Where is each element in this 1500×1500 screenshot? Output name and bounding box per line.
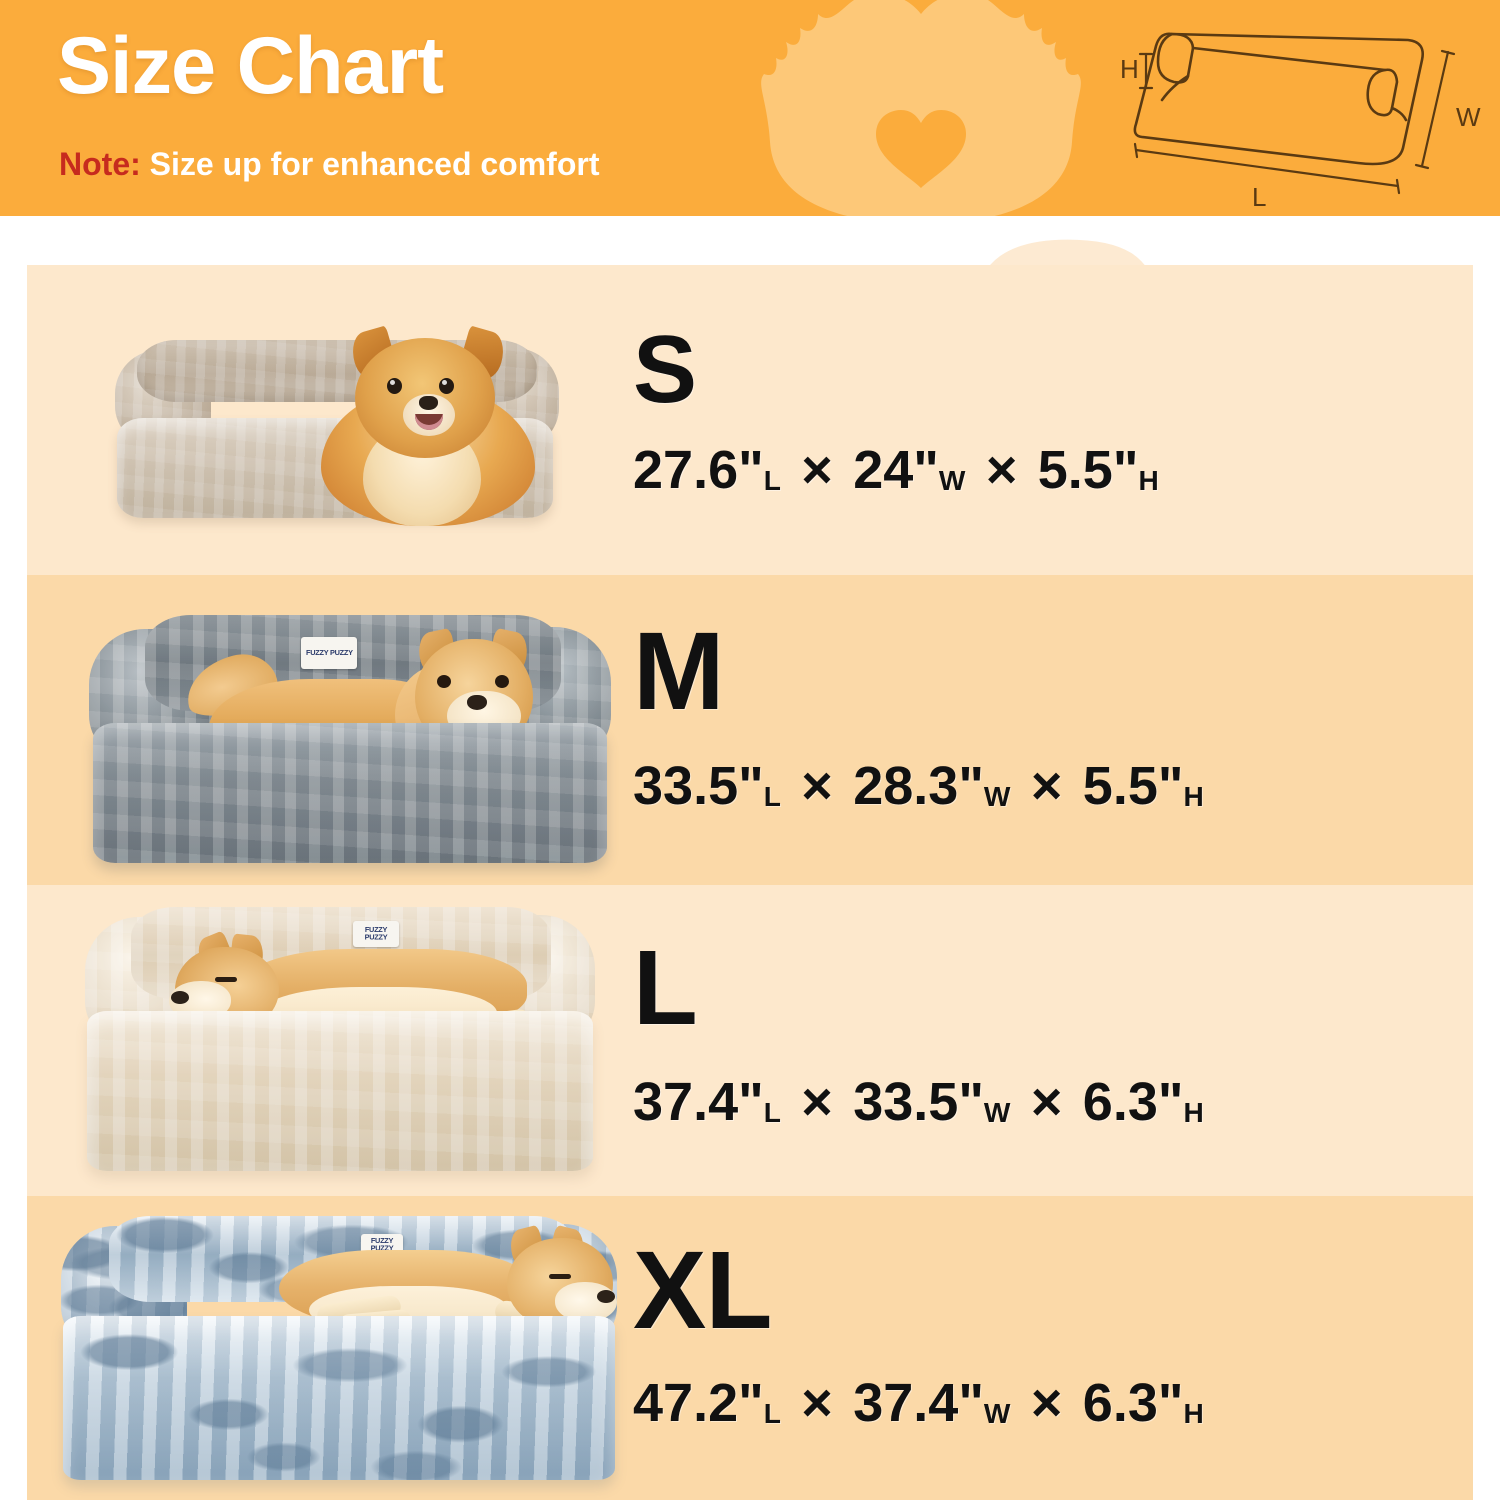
times-1-l: × bbox=[801, 1072, 833, 1132]
length-value-xl: 47.2" bbox=[633, 1373, 764, 1433]
product-photo-m: FUZZY PUZZY bbox=[27, 575, 627, 885]
size-row-m: FUZZY PUZZY bbox=[27, 575, 1473, 885]
height-unit-l: H bbox=[1183, 1096, 1204, 1128]
brand-tag: FUZZY PUZZY bbox=[353, 921, 399, 947]
length-value-s: 27.6" bbox=[633, 440, 764, 500]
dog-heart-silhouette-icon bbox=[761, 0, 1081, 216]
width-unit-xl: W bbox=[983, 1397, 1011, 1429]
size-label-xl: XL bbox=[633, 1229, 773, 1352]
product-photo-l: FUZZY PUZZY bbox=[27, 885, 627, 1196]
width-unit-m: W bbox=[983, 780, 1011, 812]
width-value-m: 28.3" bbox=[853, 756, 984, 816]
page-title: Size Chart bbox=[57, 21, 444, 111]
times-2-xl: × bbox=[1030, 1373, 1063, 1433]
size-dimensions-xl: 47.2"L × 37.4"W × 6.3"H bbox=[633, 1376, 1204, 1430]
times-2-s: × bbox=[985, 440, 1018, 500]
height-value-l: 6.3" bbox=[1082, 1072, 1184, 1132]
size-label-s: S bbox=[633, 316, 697, 423]
height-value-m: 5.5" bbox=[1082, 756, 1184, 816]
size-row-xl: FUZZY PUZZY bbox=[27, 1196, 1473, 1500]
height-value-xl: 6.3" bbox=[1082, 1373, 1184, 1433]
dog-bed-blue-tiedye: FUZZY PUZZY bbox=[61, 1216, 617, 1484]
width-unit-s: W bbox=[938, 464, 966, 496]
size-rows: S M L XL bbox=[0, 216, 1500, 1500]
length-unit-m: L bbox=[763, 780, 781, 812]
diagram-height-label: H bbox=[1120, 54, 1139, 84]
header-banner: H W L Size Chart Note: Size up for enhan… bbox=[0, 0, 1500, 216]
length-unit-xl: L bbox=[763, 1397, 781, 1429]
brand-tag: FUZZY PUZZY bbox=[301, 637, 357, 669]
size-row-l: FUZZY PUZZY bbox=[27, 885, 1473, 1196]
width-value-l: 33.5" bbox=[853, 1072, 984, 1132]
height-unit-s: H bbox=[1138, 464, 1159, 496]
length-value-m: 33.5" bbox=[633, 756, 764, 816]
size-dimensions-l: 37.4"L × 33.5"W × 6.3"H bbox=[633, 1075, 1204, 1129]
width-unit-l: W bbox=[983, 1096, 1011, 1128]
shiba-inu-dog bbox=[279, 1224, 629, 1352]
width-value-s: 24" bbox=[853, 440, 939, 500]
dog-bed-beige bbox=[115, 325, 559, 526]
times-1-m: × bbox=[801, 756, 833, 816]
brand-tag-text: FUZZY PUZZY bbox=[305, 648, 353, 657]
diagram-width-label: W bbox=[1456, 102, 1481, 132]
width-value-xl: 37.4" bbox=[853, 1373, 984, 1433]
times-1-xl: × bbox=[801, 1373, 833, 1433]
dog-bed-cream: FUZZY PUZZY bbox=[85, 907, 595, 1175]
note-text: Size up for enhanced comfort bbox=[140, 146, 600, 182]
bed-dimension-diagram: H W L bbox=[1120, 32, 1481, 212]
size-label-m: M bbox=[633, 610, 725, 733]
times-2-m: × bbox=[1030, 756, 1063, 816]
brand-tag-text: FUZZY PUZZY bbox=[364, 926, 388, 942]
length-unit-l: L bbox=[763, 1096, 781, 1128]
length-unit-s: L bbox=[763, 464, 781, 496]
times-2-l: × bbox=[1030, 1072, 1063, 1132]
note-label: Note: bbox=[59, 146, 141, 182]
product-photo-xl: FUZZY PUZZY bbox=[27, 1196, 627, 1500]
size-row-s: S 27.6"L × 24"W × 5.5"H bbox=[27, 265, 1473, 575]
dog-bed-grey: FUZZY PUZZY bbox=[89, 615, 611, 865]
product-photo-s bbox=[27, 265, 627, 575]
height-unit-m: H bbox=[1183, 780, 1204, 812]
length-value-l: 37.4" bbox=[633, 1072, 764, 1132]
note-line: Note: Size up for enhanced comfort bbox=[59, 148, 599, 180]
height-value-s: 5.5" bbox=[1037, 440, 1139, 500]
size-label-l: L bbox=[633, 929, 698, 1047]
size-dimensions-m: 33.5"L × 28.3"W × 5.5"H bbox=[633, 759, 1204, 813]
height-unit-xl: H bbox=[1183, 1397, 1204, 1429]
brand-tag-text: FUZZY PUZZY bbox=[370, 1237, 394, 1253]
times-1-s: × bbox=[801, 440, 833, 500]
size-dimensions-s: 27.6"L × 24"W × 5.5"H bbox=[633, 443, 1159, 497]
diagram-length-label: L bbox=[1252, 182, 1266, 212]
pomeranian-dog bbox=[311, 325, 543, 526]
